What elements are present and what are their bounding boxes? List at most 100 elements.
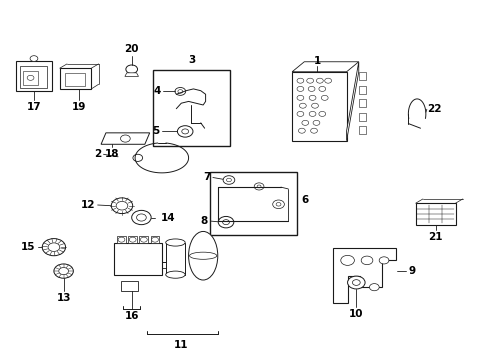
Text: 15: 15 [21, 242, 35, 252]
Bar [128, 236, 137, 243]
Circle shape [312, 120, 319, 125]
Circle shape [254, 183, 264, 190]
Circle shape [136, 214, 146, 221]
Circle shape [307, 86, 314, 91]
Ellipse shape [188, 231, 217, 280]
Text: 1: 1 [313, 56, 321, 66]
Text: 19: 19 [72, 102, 86, 112]
Circle shape [361, 256, 372, 265]
Text: 18: 18 [105, 149, 119, 158]
Polygon shape [291, 62, 358, 72]
Bar [415, 203, 455, 225]
Circle shape [226, 178, 231, 182]
Bar [139, 236, 148, 243]
Circle shape [118, 237, 124, 242]
Circle shape [140, 237, 147, 242]
Circle shape [27, 75, 34, 80]
Bar [153, 70, 229, 146]
Text: 7: 7 [203, 172, 210, 183]
Bar [150, 236, 159, 243]
Circle shape [369, 284, 378, 291]
Ellipse shape [165, 239, 185, 246]
Bar [64, 73, 85, 86]
Circle shape [310, 128, 317, 133]
Circle shape [125, 65, 137, 73]
Bar [358, 113, 365, 121]
Circle shape [296, 95, 303, 100]
Text: 22: 22 [426, 104, 441, 113]
Circle shape [218, 216, 233, 228]
Circle shape [30, 56, 38, 62]
Circle shape [222, 220, 229, 225]
Circle shape [111, 198, 132, 213]
Circle shape [299, 103, 305, 108]
Text: 13: 13 [56, 293, 71, 302]
Bar [20, 66, 46, 88]
Text: 3: 3 [187, 55, 195, 64]
Circle shape [54, 264, 73, 278]
Circle shape [120, 135, 130, 142]
Text: 8: 8 [201, 216, 207, 226]
Text: 14: 14 [161, 212, 175, 222]
Circle shape [133, 154, 142, 161]
Circle shape [318, 86, 325, 91]
Circle shape [257, 185, 261, 188]
Circle shape [182, 129, 188, 134]
Text: 17: 17 [27, 102, 41, 112]
Polygon shape [101, 133, 149, 144]
Bar [120, 282, 137, 292]
Circle shape [316, 78, 323, 83]
Polygon shape [124, 73, 138, 76]
Bar [358, 86, 365, 94]
Circle shape [324, 78, 331, 83]
Circle shape [129, 237, 136, 242]
Bar [117, 236, 125, 243]
Text: 11: 11 [174, 340, 188, 350]
Text: 21: 21 [427, 232, 442, 242]
Circle shape [296, 78, 303, 83]
Ellipse shape [165, 271, 185, 278]
Circle shape [131, 210, 151, 225]
Circle shape [178, 90, 183, 93]
Circle shape [308, 95, 315, 100]
Text: 6: 6 [300, 195, 307, 206]
Text: 4: 4 [153, 86, 161, 96]
Circle shape [340, 255, 354, 265]
Text: 12: 12 [81, 200, 95, 210]
Bar [16, 61, 52, 91]
Text: 10: 10 [348, 309, 363, 319]
Bar [60, 68, 91, 89]
Circle shape [298, 128, 305, 133]
Bar [210, 172, 296, 235]
Circle shape [276, 203, 281, 206]
Circle shape [301, 120, 308, 125]
Bar [358, 126, 365, 134]
Ellipse shape [189, 252, 216, 259]
Circle shape [175, 87, 185, 95]
Bar [358, 99, 365, 107]
Bar [23, 71, 38, 85]
Circle shape [318, 111, 325, 116]
Bar [358, 72, 365, 80]
Circle shape [308, 111, 315, 116]
Text: 9: 9 [407, 266, 415, 276]
Circle shape [151, 237, 158, 242]
Polygon shape [332, 248, 395, 303]
Circle shape [42, 239, 65, 256]
Circle shape [59, 267, 68, 275]
Circle shape [116, 202, 127, 210]
Circle shape [177, 126, 193, 137]
Bar [114, 243, 162, 275]
Text: 5: 5 [152, 126, 159, 136]
Circle shape [48, 243, 60, 251]
Circle shape [223, 176, 234, 184]
Circle shape [352, 280, 360, 285]
Bar [165, 243, 185, 275]
Bar [291, 72, 346, 141]
Circle shape [347, 276, 365, 289]
Text: 20: 20 [124, 44, 139, 54]
Circle shape [296, 111, 303, 116]
Circle shape [272, 200, 284, 208]
Polygon shape [346, 62, 358, 141]
Circle shape [296, 86, 303, 91]
